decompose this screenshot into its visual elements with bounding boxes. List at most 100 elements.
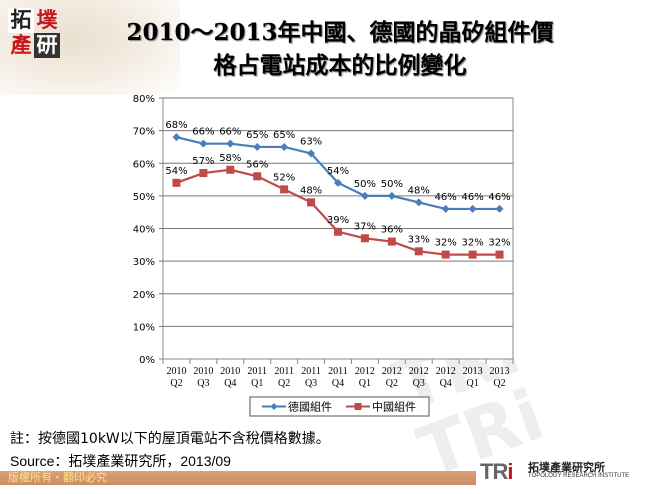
x-tick-label: Q2 [493,378,505,389]
data-label: 50% [381,179,403,190]
legend-marker [270,403,278,410]
x-tick-label: Q4 [224,378,236,389]
title-line-2: 格占電站成本的比例變化 [213,52,467,79]
x-tick-label: 2012 [436,366,456,377]
brand-en: TOPOLOGY RESEARCH INSTITUTE [528,473,630,479]
data-point [307,198,316,207]
x-tick-label: Q2 [170,378,182,389]
chart-note: 註：按德國10kW以下的屋頂電站不含稅價格數據。 [10,431,330,447]
legend-label: 德國組件 [288,400,332,414]
data-point [226,165,235,174]
x-tick-label: 2013 [463,366,483,377]
x-tick-label: Q1 [359,378,371,389]
x-tick-label: 2010 [220,366,240,377]
data-point [414,198,423,207]
x-tick-label: 2011 [274,366,294,377]
data-label: 32% [461,238,483,249]
data-label: 39% [327,215,349,226]
data-point [280,142,289,151]
data-label: 36% [381,225,403,236]
data-label: 48% [300,185,322,196]
data-point [468,250,477,259]
data-point [226,139,235,148]
x-tick-label: 2011 [301,366,321,377]
x-tick-label: 2010 [193,366,213,377]
y-tick-label: 80% [133,94,155,105]
data-label: 66% [192,127,214,138]
tri-brand: TRi 拓墣產業研究所 TOPOLOGY RESEARCH INSTITUTE [476,457,650,485]
data-label: 46% [461,192,483,203]
data-label: 63% [300,136,322,147]
data-point [414,247,423,256]
data-point [253,142,262,151]
x-tick-label: 2013 [490,366,510,377]
y-tick-label: 20% [133,290,155,301]
data-label: 48% [408,185,430,196]
x-tick-label: 2011 [247,366,267,377]
logo: 拓墣產研 [8,8,60,58]
legend-box [249,396,430,417]
data-label: 65% [273,130,295,141]
data-label: 58% [219,153,241,164]
data-point [495,204,504,213]
data-label: 37% [354,221,376,232]
data-label: 46% [488,192,510,203]
data-point [199,169,208,178]
data-label: 32% [435,238,457,249]
page-title: 2010～2013年中國、德國的晶矽組件價 格占電站成本的比例變化 [80,16,600,82]
x-tick-label: 2010 [166,366,186,377]
data-label: 66% [219,127,241,138]
data-point [334,178,342,187]
y-tick-label: 60% [133,159,155,170]
y-tick-label: 70% [133,127,155,138]
y-tick-label: 10% [133,322,155,333]
data-point [387,237,396,246]
data-label: 56% [246,159,268,170]
x-tick-label: 2011 [328,366,348,377]
data-point [441,204,450,213]
data-point [253,172,262,181]
data-point [334,227,342,236]
x-tick-label: Q4 [440,378,452,389]
legend-label: 中國組件 [372,401,416,414]
y-tick-label: 50% [133,192,155,203]
data-point [441,250,450,259]
copyright-text: 版權所有‧翻印必究 [8,472,107,484]
data-point [360,191,369,200]
data-point [172,178,181,187]
tri-logo: TRi [480,459,513,484]
data-label: 50% [354,179,376,190]
data-label: 54% [165,166,187,177]
x-tick-label: Q2 [278,378,290,389]
data-point [280,185,289,194]
data-point [360,234,369,243]
legend-marker [354,403,362,410]
data-label: 46% [435,192,457,203]
y-tick-label: 0% [139,355,155,366]
data-point [387,191,396,200]
data-label: 32% [488,238,510,249]
data-label: 65% [246,130,268,141]
data-point [495,250,504,259]
source-text: Source：拓墣產業研究所，2013/09 [10,453,231,469]
x-tick-label: Q2 [386,378,398,389]
title-line-1: 2010～2013年中國、德國的晶矽組件價 [126,19,554,46]
x-tick-label: Q1 [251,378,263,389]
data-label: 52% [273,172,295,183]
x-tick-label: 2012 [382,366,402,377]
y-tick-label: 40% [133,225,155,236]
data-point [172,133,181,142]
x-tick-label: Q3 [197,378,209,389]
x-tick-label: 2012 [355,366,375,377]
data-point [468,204,477,213]
data-point [199,139,208,148]
data-point [307,149,316,158]
x-tick-label: Q3 [413,378,425,389]
x-tick-label: Q4 [332,378,344,389]
brand-cn: 拓墣產業研究所 [528,461,605,474]
x-tick-label: Q1 [466,378,478,389]
data-label: 33% [408,234,430,245]
x-tick-label: Q3 [305,378,317,389]
data-label: 54% [327,166,349,177]
